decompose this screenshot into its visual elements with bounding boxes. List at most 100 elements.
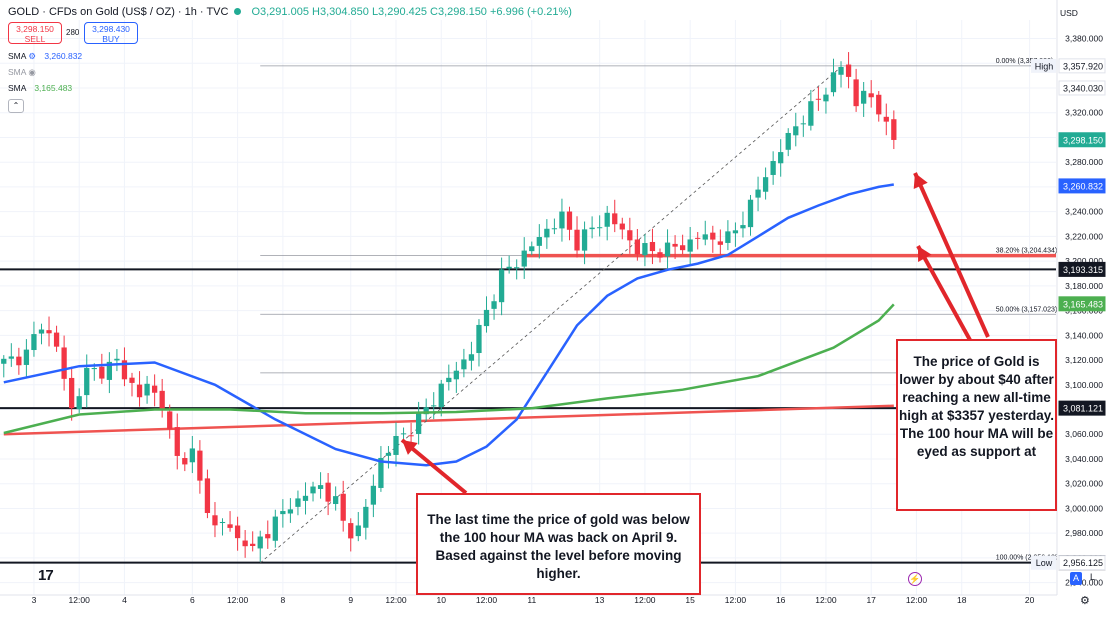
candle-body (574, 229, 580, 251)
candle-body (529, 246, 535, 252)
price-tick-label: 3,120.000 (1065, 355, 1103, 365)
buy-label: BUY (102, 34, 120, 44)
candle-body (91, 368, 97, 370)
chart-grid (0, 20, 1056, 595)
time-tick-label: 12:00 (815, 595, 837, 605)
candle-body (317, 485, 324, 489)
candle-body (891, 119, 897, 140)
candle-body (53, 332, 60, 347)
candle-body (227, 524, 233, 528)
candle-body (815, 98, 822, 100)
indicator-sma-hidden[interactable]: SMA ◉ (8, 67, 36, 78)
time-tick-label: 16 (776, 595, 786, 605)
price-tick-label: 3,200.000 (1065, 256, 1103, 266)
fib-level-label: 100.00% (2,956.125) (996, 555, 1061, 562)
candle-body (16, 356, 22, 366)
price-tag-label: 3,340.030 (1063, 83, 1103, 93)
candle-body (514, 267, 520, 269)
gear-icon[interactable]: ⚙ (1080, 595, 1090, 607)
candle-body (581, 229, 588, 251)
candle-body (99, 366, 105, 379)
candle-body (687, 239, 693, 252)
price-tag-background (1058, 80, 1106, 96)
auto-scale-button[interactable]: A (1070, 572, 1082, 585)
candle-body (785, 132, 791, 150)
candle-body (182, 458, 188, 465)
sell-price: 3,298.150 (16, 24, 54, 34)
candle-body (559, 211, 565, 229)
candle-body (446, 377, 452, 383)
price-tag-label: 3,193.315 (1063, 265, 1103, 275)
indicator-sma-200[interactable]: SMA 3,165.483 (8, 83, 72, 93)
candle-body (385, 452, 392, 456)
price-tag-marker-background (1031, 58, 1056, 73)
candle-body (84, 367, 90, 396)
price-tick-label: 2,980.000 (1065, 528, 1103, 538)
time-tick-label: 18 (957, 595, 967, 605)
price-tick-label: 2,940.000 (1065, 578, 1103, 588)
price-tick-label: 3,020.000 (1065, 479, 1103, 489)
candle-body (521, 250, 527, 267)
symbol-title[interactable]: GOLD · CFDs on Gold (US$ / OZ) · 1h · TV… (8, 6, 229, 18)
candle-body (861, 90, 867, 104)
indicator-sma-100[interactable]: SMA ⚙ 3,260.832 (8, 51, 82, 62)
candle-body (589, 227, 595, 230)
price-tag-label: 3,298.150 (1063, 135, 1103, 145)
time-tick-label: 3 (32, 595, 37, 605)
time-tick-label: 20 (1025, 595, 1035, 605)
candle-body (1, 358, 7, 364)
candle-body (121, 360, 128, 380)
candle-body (400, 433, 407, 435)
time-tick-label: 12:00 (69, 595, 91, 605)
annotation-arrows (400, 172, 990, 495)
candle-body (461, 359, 467, 370)
annotation-callout-left: The last time the price of gold was belo… (416, 493, 701, 595)
candle-body (830, 72, 837, 93)
horizontal-lines (0, 66, 1056, 564)
candle-body (167, 411, 173, 430)
settings-icon[interactable]: ⚙ (28, 51, 36, 61)
candle-body (370, 485, 377, 505)
spread-value: 280 (66, 28, 80, 37)
candle-body (883, 116, 889, 122)
eye-off-icon[interactable]: ◉ (28, 67, 36, 77)
currency-label[interactable]: USD (1060, 8, 1078, 18)
candle-body (431, 405, 437, 407)
time-tick-label: 13 (595, 595, 605, 605)
candle-body (212, 515, 218, 526)
sell-button[interactable]: 3,298.150 SELL (8, 22, 62, 44)
indicator-value: 3,260.832 (44, 51, 83, 61)
candle-body (679, 245, 686, 251)
candle-body (423, 407, 429, 415)
lightning-icon[interactable]: ⚡ (908, 572, 922, 586)
chevron-up-icon[interactable]: ⌃ (8, 99, 24, 113)
time-tick-label: 10 (437, 595, 447, 605)
indicator-name: SMA (8, 83, 26, 93)
candle-body (657, 252, 663, 258)
candle-body (544, 228, 550, 238)
candle-body (265, 534, 271, 539)
time-tick-label: 12:00 (227, 595, 249, 605)
candle-body (378, 457, 384, 488)
candle-body (257, 536, 263, 549)
fib-level-label: 50.00% (3,157.023) (996, 306, 1058, 313)
candle-body (340, 493, 346, 521)
candle-body (325, 482, 331, 502)
candle-body (868, 93, 874, 98)
chart-header: GOLD · CFDs on Gold (US$ / OZ) · 1h · TV… (8, 6, 572, 18)
candle-body (551, 228, 558, 230)
buy-button[interactable]: 3,298.430 BUY (84, 22, 138, 44)
price-tick-label: 3,040.000 (1065, 454, 1103, 464)
candle-body (302, 495, 309, 501)
price-tick-label: 3,180.000 (1065, 281, 1103, 291)
candle-body (333, 496, 339, 505)
candle-body (778, 152, 784, 164)
log-scale-button[interactable]: L (1090, 572, 1096, 582)
time-tick-label: 11 (527, 595, 536, 605)
candle-body (876, 94, 882, 115)
candle-body (476, 324, 482, 354)
candle-body (23, 349, 30, 365)
price-axis: 2,940.0002,960.0002,980.0003,000.0003,02… (1031, 0, 1112, 617)
tradingview-logo[interactable]: 17 (38, 567, 54, 584)
